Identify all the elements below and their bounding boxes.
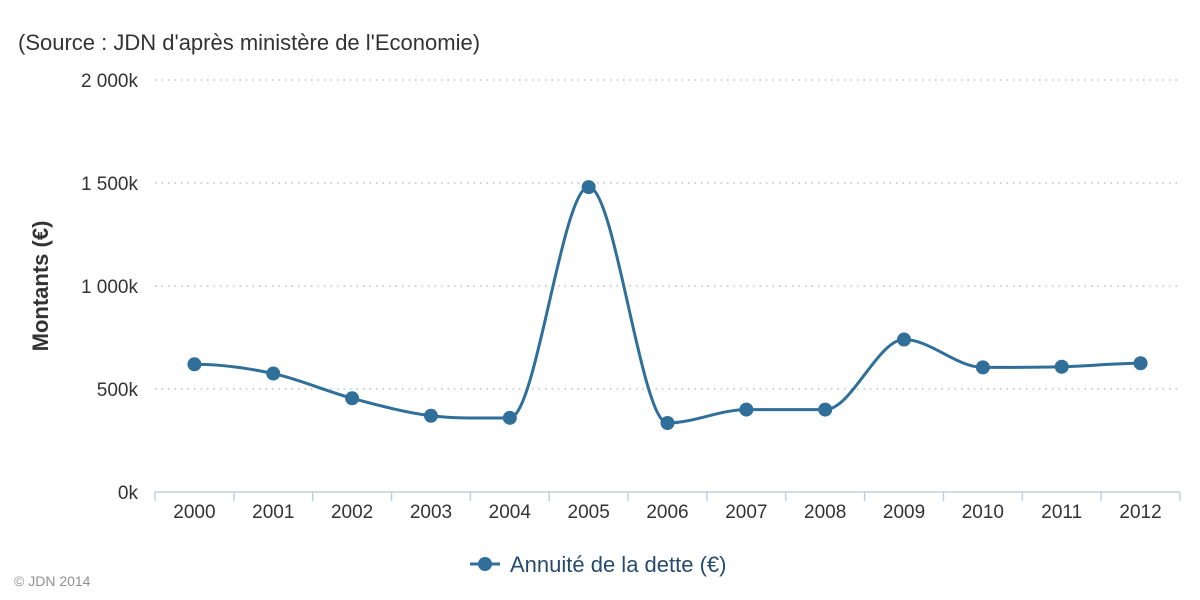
y-tick-label: 500k xyxy=(97,380,139,401)
x-tick-label: 2003 xyxy=(410,502,452,523)
x-tick-label: 2012 xyxy=(1119,502,1161,523)
data-point-2001[interactable] xyxy=(266,366,281,381)
data-point-2010[interactable] xyxy=(975,360,990,375)
x-tick-label: 2000 xyxy=(173,502,215,523)
x-tick-label: 2002 xyxy=(331,502,373,523)
chart-subtitle: (Source : JDN d'après ministère de l'Eco… xyxy=(18,30,480,55)
data-point-2000[interactable] xyxy=(187,357,202,372)
data-point-2009[interactable] xyxy=(897,332,912,347)
x-tick-label: 2008 xyxy=(804,502,846,523)
legend[interactable]: Annuité de la dette (€) xyxy=(470,552,726,577)
x-tick-label: 2007 xyxy=(725,502,767,523)
data-point-2005[interactable] xyxy=(581,180,596,195)
x-tick-label: 2006 xyxy=(646,502,688,523)
data-point-2003[interactable] xyxy=(423,408,438,423)
x-tick-label: 2004 xyxy=(489,502,532,523)
data-point-2002[interactable] xyxy=(345,391,360,406)
data-point-2011[interactable] xyxy=(1054,359,1069,374)
data-point-2007[interactable] xyxy=(739,402,754,417)
data-point-2012[interactable] xyxy=(1133,356,1148,371)
x-tick-label: 2009 xyxy=(883,502,925,523)
gridlines xyxy=(155,79,1180,390)
y-tick-label: 1 500k xyxy=(81,174,139,195)
series-annuite[interactable] xyxy=(187,180,1148,430)
y-axis: 0k 500k 1 000k 1 500k 2 000k xyxy=(81,71,139,504)
y-tick-label: 1 000k xyxy=(81,277,139,298)
data-point-2008[interactable] xyxy=(818,402,833,417)
y-axis-title: Montants (€) xyxy=(28,221,53,352)
series-line xyxy=(192,185,1143,425)
x-tick-label: 2010 xyxy=(962,502,1004,523)
x-tick-label: 2005 xyxy=(568,502,610,523)
data-point-2006[interactable] xyxy=(660,415,675,430)
y-tick-label: 2 000k xyxy=(81,71,139,92)
x-tick-label: 2011 xyxy=(1041,502,1082,523)
data-point-2004[interactable] xyxy=(502,410,517,425)
x-tick-label: 2001 xyxy=(252,502,294,523)
credit-text: © JDN 2014 xyxy=(14,573,91,589)
legend-dot-marker xyxy=(478,557,492,571)
x-axis xyxy=(154,491,1181,501)
legend-item-annuite[interactable]: Annuité de la dette (€) xyxy=(510,552,726,577)
x-axis-labels: 2000 2001 2002 2003 2004 2005 2006 2007 2008 2009… xyxy=(173,502,1161,523)
y-tick-label: 0k xyxy=(118,483,139,504)
